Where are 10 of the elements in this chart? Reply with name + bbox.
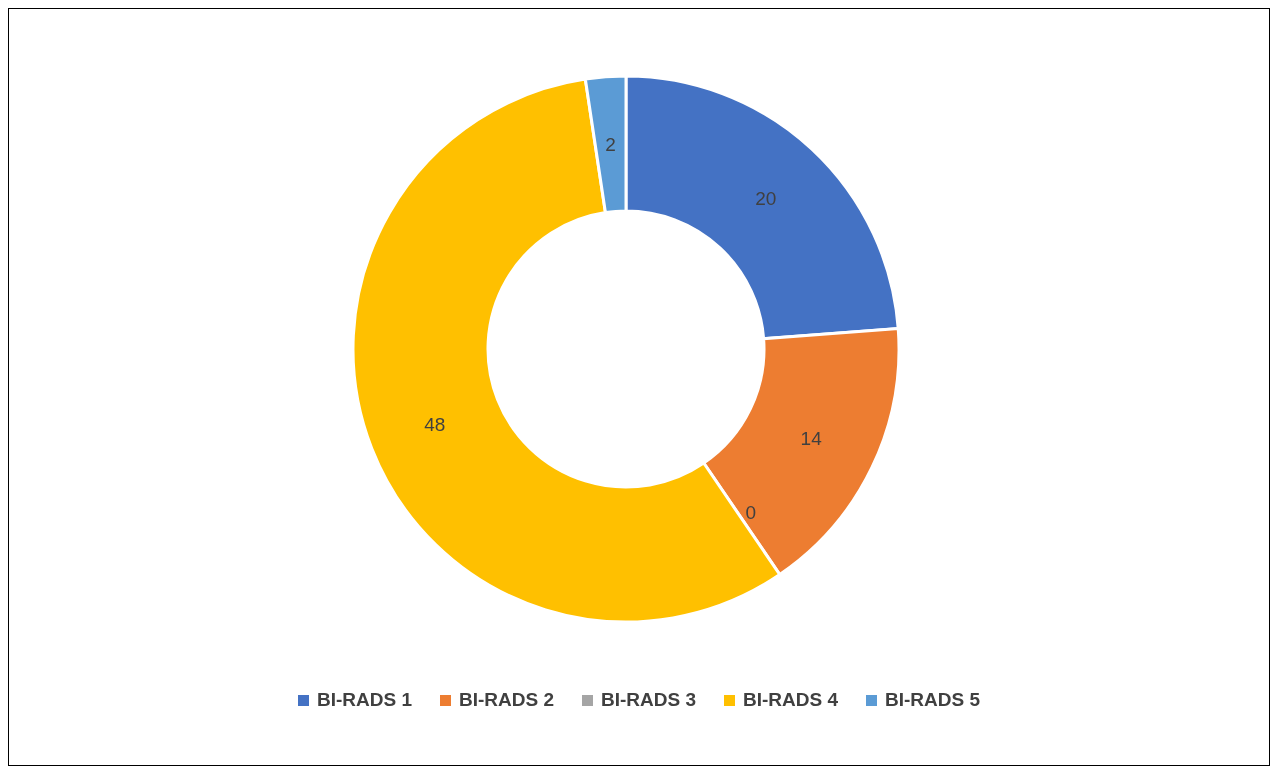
- data-label: 20: [755, 187, 777, 209]
- data-label: 2: [605, 133, 616, 155]
- legend-label: BI-RADS 4: [743, 689, 839, 711]
- data-label: 14: [800, 427, 823, 449]
- text: 0: [745, 502, 757, 524]
- legend-label: BI-RADS 2: [458, 689, 554, 711]
- legend-label: BI-RADS 1: [316, 689, 412, 711]
- legend-label: BI-RADS 5: [885, 689, 981, 711]
- data-label: 48: [424, 413, 446, 435]
- legend-label: BI-RADS 3: [600, 689, 696, 711]
